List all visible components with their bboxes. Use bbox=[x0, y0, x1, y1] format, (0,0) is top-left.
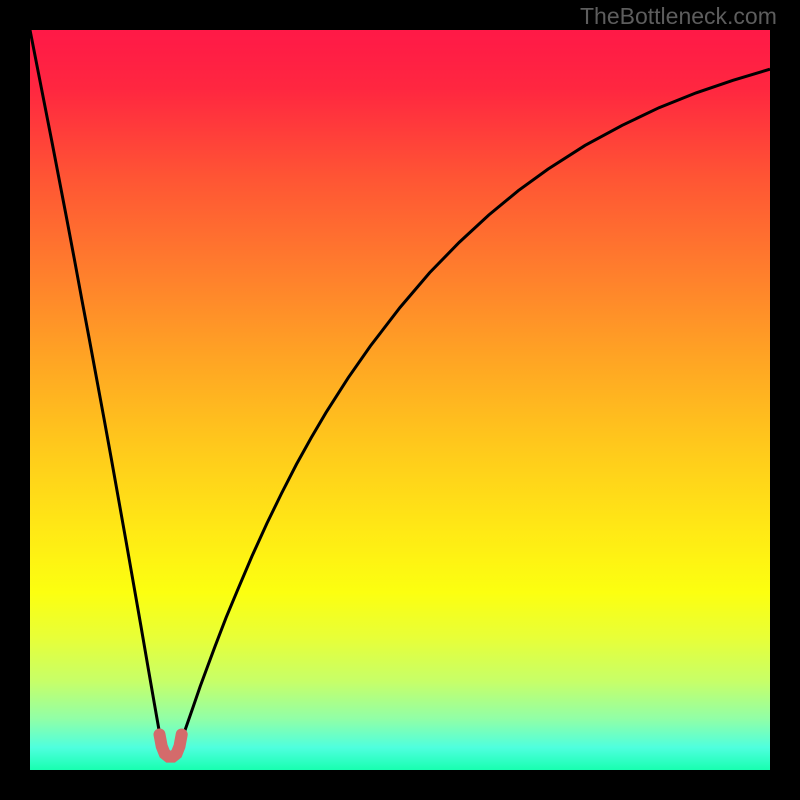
curve-layer bbox=[30, 30, 770, 770]
left-curve bbox=[30, 30, 163, 749]
watermark-text: TheBottleneck.com bbox=[580, 3, 777, 30]
right-curve bbox=[178, 69, 770, 749]
bottom-cap bbox=[160, 734, 182, 756]
chart-stage: TheBottleneck.com bbox=[0, 0, 800, 800]
plot-area bbox=[30, 30, 770, 770]
